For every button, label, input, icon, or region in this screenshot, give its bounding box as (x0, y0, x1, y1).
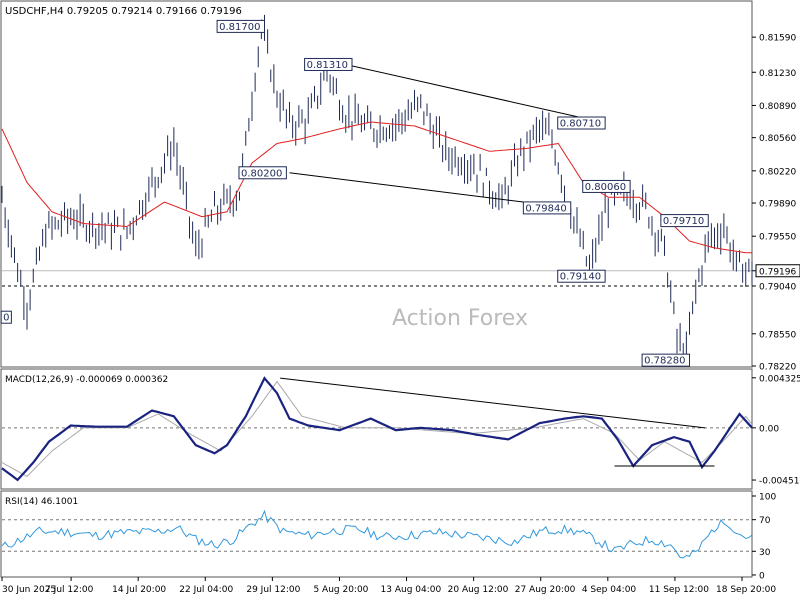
time-tick-label: 5 Aug 20:00 (313, 585, 368, 595)
price-label: 0.78280 (644, 356, 685, 367)
main-panel-title: USDCHF,H4 0.79205 0.79214 0.79166 0.7919… (5, 6, 242, 17)
time-tick-label: 18 Sep 20:00 (716, 585, 776, 595)
price-label: 0.79710 (663, 216, 704, 227)
time-tick-label: 11 Sep 12:00 (649, 585, 709, 595)
macd-panel-frame (0, 368, 753, 490)
rsi-panel-frame (0, 490, 753, 578)
price-label: 0.80710 (560, 119, 601, 130)
rsi-tick-label: 100 (759, 493, 776, 503)
watermark: Action Forex (392, 306, 528, 331)
price-label-box (304, 57, 353, 71)
moving-average-line (1, 121, 752, 254)
y-tick-label: 0.79196 (759, 267, 796, 277)
price-label-box (0, 310, 12, 324)
time-tick-label: 27 Aug 20:00 (515, 585, 576, 595)
y-tick-label: 0.78220 (759, 363, 796, 373)
y-tick-label: 0.78550 (759, 330, 796, 340)
time-tick-label: 29 Jul 12:00 (246, 585, 300, 595)
time-tick-label: 20 Aug 12:00 (448, 585, 509, 595)
y-tick-label: 0.80890 (759, 102, 796, 112)
price-label: 0.80060 (585, 182, 626, 193)
price-label-box (641, 353, 690, 367)
y-tick-label: 0.79040 (759, 282, 796, 292)
price-label: 0.81310 (307, 60, 348, 71)
time-tick-label: 4 Sep 04:00 (582, 585, 637, 595)
price-label: 0.79140 (560, 272, 601, 283)
y-tick-label: 0.79550 (759, 233, 796, 243)
price-label: 0.81700 (219, 22, 260, 33)
time-tick-label: 30 Jun 2025 (2, 585, 56, 595)
rsi-panel-title: RSI(14) 46.1001 (5, 497, 78, 507)
y-tick-label: 0.81590 (759, 34, 796, 44)
price-trendline (345, 63, 606, 124)
time-tick-label: 13 Aug 04:00 (381, 585, 442, 595)
price-label: 0.79840 (525, 203, 566, 214)
macd-line (1, 376, 753, 482)
rsi-tick-label: 70 (759, 516, 771, 526)
macd-tick-label: 0.004325 (759, 374, 800, 384)
price-label: 0.80200 (241, 168, 282, 179)
price-label-box (557, 116, 606, 130)
y-tick-label: 0.80560 (759, 134, 796, 144)
y-tick-label: 0.80220 (759, 167, 796, 177)
time-tick-label: 7 Jul 12:00 (45, 585, 94, 595)
price-label: 0 (3, 313, 9, 324)
price-label-box (582, 179, 631, 193)
macd-tick-label: -0.004511 (759, 477, 800, 487)
macd-trendline (280, 377, 706, 429)
price-label-box (238, 166, 287, 180)
rsi-tick-label: 30 (759, 548, 771, 558)
y-tick-label: 0.81230 (759, 69, 796, 79)
rsi-line (1, 509, 753, 559)
time-tick-label: 14 Jul 20:00 (112, 585, 166, 595)
price-label-box (522, 201, 572, 215)
time-tick-label: 22 Jul 04:00 (179, 585, 233, 595)
price-label-box (660, 214, 709, 228)
y-tick-label: 0.79890 (759, 200, 796, 210)
price-label-box (557, 269, 606, 283)
rsi-tick-label: 0 (759, 571, 765, 581)
price-label-box (216, 19, 266, 33)
macd-tick-label: 0.00 (759, 424, 779, 434)
macd-panel-title: MACD(12,26,9) -0.000069 0.000362 (5, 375, 168, 385)
